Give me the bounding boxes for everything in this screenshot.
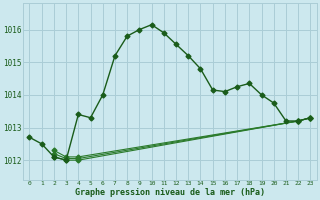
X-axis label: Graphe pression niveau de la mer (hPa): Graphe pression niveau de la mer (hPa) bbox=[75, 188, 265, 197]
